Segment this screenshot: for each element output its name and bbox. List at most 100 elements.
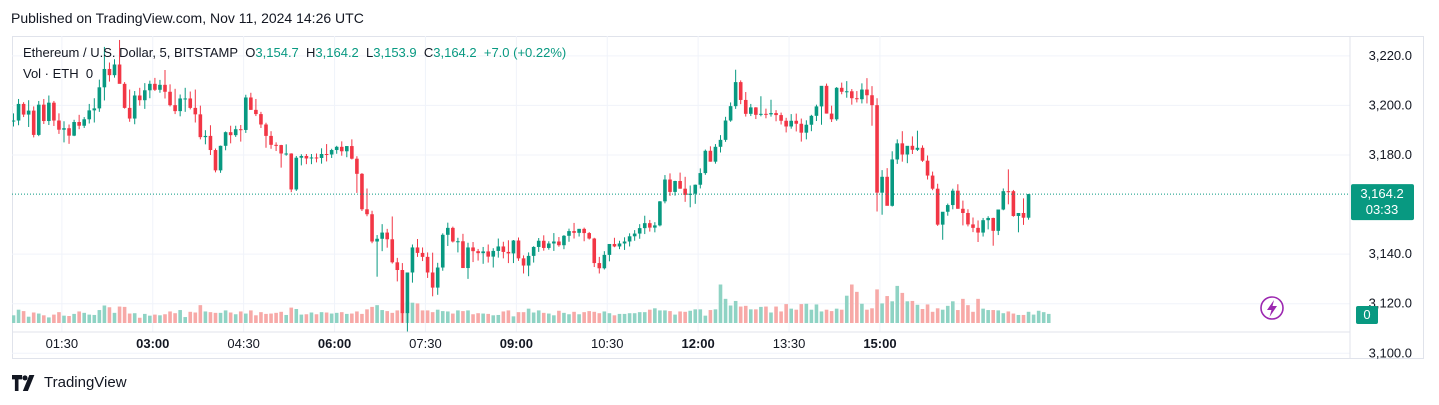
volume-bar — [557, 310, 561, 323]
candle-body — [92, 108, 97, 111]
candle-body — [996, 209, 1001, 231]
candle-body — [193, 107, 198, 115]
candle-body — [132, 95, 137, 119]
volume-bar — [587, 311, 591, 323]
volume-bar — [350, 313, 354, 323]
volume-bar — [703, 315, 708, 323]
candle-body — [617, 243, 622, 247]
candle-body — [26, 110, 31, 115]
volume-bar — [844, 295, 849, 323]
volume-bar — [461, 311, 465, 323]
volume-bar — [804, 303, 809, 323]
low-label: L — [366, 45, 374, 60]
volume-bar — [945, 305, 950, 323]
volume-bar — [723, 298, 728, 323]
volume-bar — [31, 312, 36, 323]
time-tick-label: 01:30 — [46, 336, 79, 351]
volume-bar — [501, 311, 506, 323]
volume-bar — [738, 306, 743, 323]
candle-body — [653, 225, 657, 228]
volume-bar — [971, 311, 975, 323]
candle-body — [925, 160, 930, 176]
volume-bar — [733, 300, 738, 323]
candle-body — [789, 120, 793, 127]
last-price-label: 3,164.2 — [1360, 186, 1403, 201]
volume-bar — [47, 317, 51, 323]
candle-body — [345, 146, 349, 152]
time-tick-label: 12:00 — [682, 336, 715, 351]
candle-body — [526, 255, 531, 266]
volume-bar — [21, 311, 26, 323]
candle-body — [819, 85, 824, 107]
volume-bar — [612, 315, 617, 323]
volume-bar — [986, 310, 990, 323]
volume-bar — [930, 311, 935, 323]
volume-bar — [1021, 314, 1026, 323]
volume-bar — [385, 311, 389, 323]
volume-bar — [274, 312, 278, 323]
footer-brand-label: TradingView — [44, 374, 127, 391]
candle-body — [198, 114, 203, 138]
candle-body — [920, 147, 925, 161]
volume-bar — [87, 314, 92, 323]
candle-body — [572, 231, 576, 233]
last-price-badge — [1351, 184, 1414, 221]
volume-bar — [577, 314, 581, 323]
price-tick-label: 3,120.0 — [1369, 296, 1412, 311]
symbol-legend[interactable]: Ethereum / U.S. Dollar, 5, BITSTAMP O3,1… — [23, 45, 566, 60]
volume-bar — [36, 313, 41, 323]
candle-body — [754, 107, 758, 115]
volume-bar — [602, 311, 607, 323]
volume-bar — [309, 312, 314, 323]
footer-brand[interactable]: TradingView — [12, 374, 127, 391]
chart-frame[interactable] — [12, 36, 1424, 359]
volume-bar — [1001, 313, 1006, 323]
candle-body — [607, 243, 612, 255]
volume-bar — [254, 315, 258, 323]
volume-bar — [925, 304, 930, 323]
candle-body — [769, 113, 773, 115]
volume-bar — [526, 308, 531, 323]
candle-body — [153, 83, 157, 90]
candle-body — [971, 224, 975, 228]
candle-body — [829, 113, 834, 120]
close-value: 3,164.2 — [433, 45, 477, 60]
candle-body — [238, 129, 243, 131]
volume-bar — [935, 308, 940, 323]
candle-body — [678, 181, 682, 189]
volume-bar — [319, 312, 324, 323]
candle-body — [52, 102, 56, 121]
volume-bar — [673, 314, 677, 323]
candle-body — [405, 272, 410, 314]
volume-bar — [895, 285, 900, 323]
time-tick-label: 13:30 — [773, 336, 806, 351]
volume-bar — [617, 313, 622, 323]
candle-body — [203, 135, 208, 138]
candle-body — [698, 173, 703, 185]
volume-bar — [420, 310, 425, 323]
candle-body — [334, 146, 339, 151]
volume-bar — [754, 309, 758, 323]
volume-bar — [1006, 311, 1011, 323]
volume-bar — [284, 314, 288, 323]
candle-body — [289, 153, 294, 190]
volume-bar — [198, 305, 203, 323]
volume-bar — [648, 309, 652, 323]
volume-bar — [390, 312, 395, 323]
volume-bar — [471, 314, 475, 323]
candlestick-chart[interactable]: 3,220.0 3,200.0 3,180.0 3,140.0 3,120.0 3,100… — [12, 36, 1424, 359]
volume-legend[interactable]: Vol · ETH 0 — [23, 66, 93, 81]
volume-bar — [642, 312, 647, 323]
volume-bar — [900, 292, 905, 323]
volume-bar — [451, 313, 455, 323]
volume-bar — [764, 306, 768, 323]
symbol-name[interactable]: Ethereum / U.S. Dollar, 5, BITSTAMP — [23, 45, 239, 60]
volume-bar — [67, 316, 71, 323]
candle-body — [511, 240, 516, 254]
candle-body — [451, 227, 455, 242]
tradingview-logo-icon — [12, 374, 35, 391]
candle-body — [703, 150, 708, 174]
volume-bar — [279, 311, 283, 323]
candle-body — [269, 135, 273, 145]
price-tick-label: 3,200.0 — [1369, 97, 1412, 112]
